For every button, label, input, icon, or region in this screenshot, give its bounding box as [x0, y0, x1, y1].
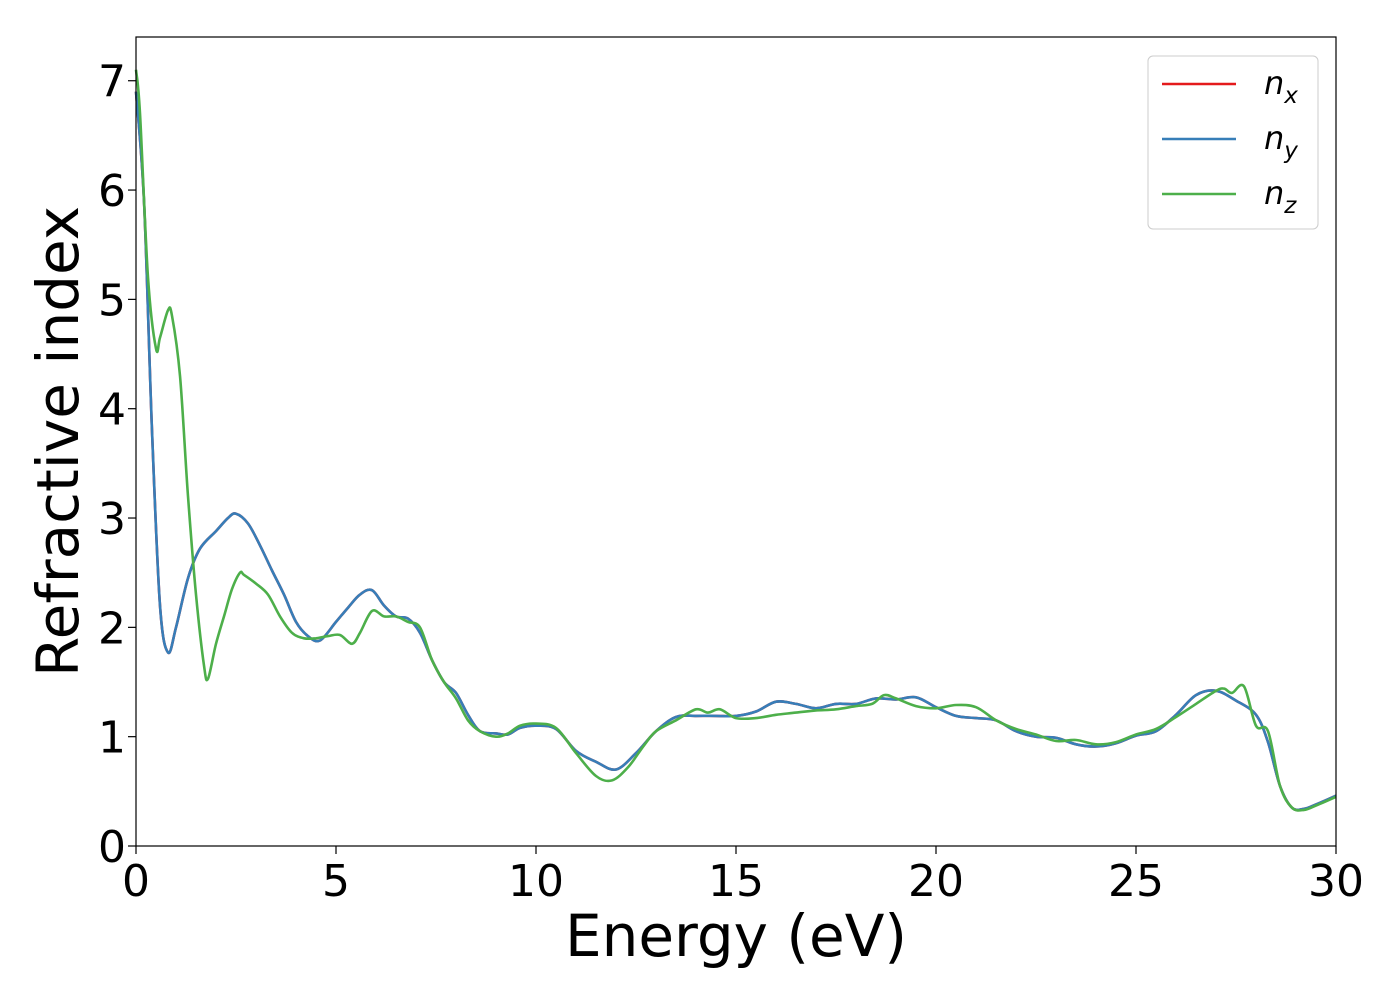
y-axis-ticks: 0 1 2 3 4 5 6 7 [98, 57, 136, 873]
y-tick-label: 3 [98, 494, 126, 545]
x-tick-label: 30 [1308, 856, 1364, 907]
plot-frame [135, 36, 1337, 847]
legend: nx ny nz [1147, 55, 1319, 230]
y-tick-label: 4 [98, 385, 126, 436]
x-tick-label: 15 [708, 856, 764, 907]
x-tick-label: 0 [122, 856, 150, 907]
legend-box [1147, 55, 1319, 230]
x-tick-label: 25 [1108, 856, 1164, 907]
y-axis-title: Refractive index [24, 206, 92, 677]
y-tick-label: 1 [98, 713, 126, 764]
x-tick-label: 10 [508, 856, 564, 907]
y-tick-label: 5 [98, 275, 126, 326]
y-tick-label: 0 [98, 822, 126, 873]
series-layer [134, 69, 1337, 812]
x-tick-label: 5 [322, 856, 350, 907]
y-tick-label: 7 [98, 57, 126, 108]
legend-label-nz: nz [1264, 174, 1297, 219]
series-line-nz [134, 69, 1337, 812]
x-tick-label: 20 [908, 856, 964, 907]
legend-label-nx: nx [1264, 64, 1298, 109]
x-axis-ticks: 0 5 10 15 20 25 30 [122, 846, 1364, 907]
legend-label-ny: ny [1264, 119, 1298, 164]
y-tick-label: 6 [98, 166, 126, 217]
x-axis-title: Energy (eV) [565, 902, 907, 970]
y-tick-label: 2 [98, 603, 126, 654]
